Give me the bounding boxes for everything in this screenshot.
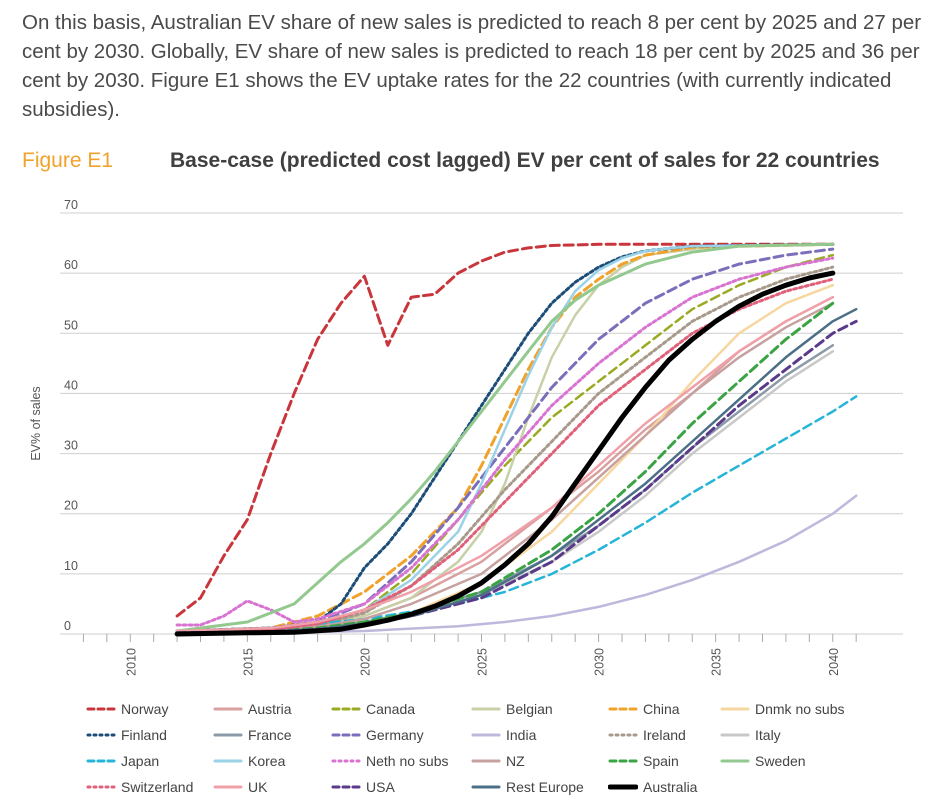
legend-label: Belgian bbox=[506, 701, 553, 717]
legend-item: Neth no subs bbox=[331, 751, 449, 771]
series-line-uk bbox=[175, 295, 835, 633]
legend-swatch bbox=[608, 707, 638, 711]
legend-item: Switzerland bbox=[86, 777, 193, 797]
legend-item: China bbox=[608, 699, 680, 719]
legend-item: Korea bbox=[213, 751, 285, 771]
legend-label: Austria bbox=[248, 701, 292, 717]
legend-swatch bbox=[86, 707, 116, 711]
legend-swatch bbox=[720, 733, 750, 737]
legend-label: Norway bbox=[121, 701, 169, 717]
legend-swatch bbox=[471, 733, 501, 737]
legend-item: Rest Europe bbox=[471, 777, 584, 797]
series-line-neth-no-subs bbox=[175, 256, 835, 627]
y-axis-label: EV% of sales bbox=[29, 386, 43, 460]
series-line-india bbox=[175, 494, 858, 636]
x-tick-label: 2035 bbox=[710, 648, 724, 676]
legend-label: Dnmk no subs bbox=[755, 701, 845, 717]
legend-item: Sweden bbox=[720, 751, 806, 771]
intro-paragraph: On this basis, Australian EV share of ne… bbox=[22, 11, 922, 121]
legend-label: Switzerland bbox=[121, 779, 194, 795]
legend-swatch bbox=[331, 785, 361, 789]
legend-swatch bbox=[471, 707, 501, 711]
legend-item: Australia bbox=[608, 777, 697, 797]
series-line-australia bbox=[174, 270, 836, 637]
chart-title: Base-case (predicted cost lagged) EV per… bbox=[170, 149, 880, 172]
series-line-rest-europe bbox=[175, 307, 858, 635]
y-tick-label: 70 bbox=[64, 198, 78, 212]
legend-swatch bbox=[720, 707, 750, 711]
legend-swatch bbox=[213, 707, 243, 711]
y-tick-label: 0 bbox=[64, 619, 71, 633]
legend-item: UK bbox=[213, 777, 267, 797]
y-tick-label: 40 bbox=[64, 378, 78, 392]
series-line-china bbox=[175, 242, 835, 633]
legend-swatch bbox=[86, 759, 116, 763]
legend-label: India bbox=[506, 727, 537, 743]
legend-item: Belgian bbox=[471, 699, 553, 719]
x-tick-label: 2040 bbox=[827, 648, 841, 676]
legend-item: Austria bbox=[213, 699, 292, 719]
legend-swatch bbox=[86, 733, 116, 737]
legend-swatch bbox=[720, 759, 750, 763]
figure-number: Figure E1 bbox=[22, 149, 114, 172]
legend-item: Spain bbox=[608, 751, 679, 771]
legend-label: Ireland bbox=[643, 727, 686, 743]
legend-swatch bbox=[213, 733, 243, 737]
legend-label: Spain bbox=[643, 753, 679, 769]
legend-item: NZ bbox=[471, 751, 525, 771]
legend-label: Canada bbox=[366, 701, 416, 717]
x-tick-label: 2025 bbox=[476, 648, 490, 676]
series-line-finland bbox=[175, 242, 835, 633]
legend-swatch bbox=[608, 784, 638, 790]
y-tick-label: 60 bbox=[64, 258, 78, 272]
legend-label: Italy bbox=[755, 727, 781, 743]
y-tick-label: 10 bbox=[64, 559, 78, 573]
legend-item: Germany bbox=[331, 725, 424, 745]
legend-swatch bbox=[331, 733, 361, 737]
legend-label: Japan bbox=[121, 753, 160, 769]
legend-item: Italy bbox=[720, 725, 781, 745]
legend-label: Rest Europe bbox=[506, 779, 584, 795]
legend-label: Finland bbox=[121, 727, 167, 743]
legend-swatch bbox=[608, 733, 638, 737]
x-tick-label: 2030 bbox=[593, 648, 607, 676]
legend-swatch bbox=[213, 759, 243, 763]
legend-item: India bbox=[471, 725, 536, 745]
legend-item: Ireland bbox=[608, 725, 686, 745]
legend-label: Neth no subs bbox=[366, 753, 449, 769]
legend-swatch bbox=[608, 759, 638, 763]
legend-item: USA bbox=[331, 777, 395, 797]
legend-item: Japan bbox=[86, 751, 159, 771]
legend-item: Norway bbox=[86, 699, 168, 719]
legend-label: NZ bbox=[506, 753, 525, 769]
y-tick-label: 30 bbox=[64, 439, 78, 453]
legend-swatch bbox=[331, 759, 361, 763]
series-line-norway bbox=[175, 242, 835, 618]
legend-label: France bbox=[248, 727, 292, 743]
y-tick-label: 20 bbox=[64, 499, 78, 513]
legend-label: Korea bbox=[248, 753, 286, 769]
legend-swatch bbox=[213, 785, 243, 789]
legend-label: UK bbox=[248, 779, 268, 795]
legend-label: Germany bbox=[366, 727, 424, 743]
x-tick-label: 2015 bbox=[241, 648, 255, 676]
x-tick-label: 2020 bbox=[358, 648, 372, 676]
legend-label: Australia bbox=[643, 779, 698, 795]
legend-item: France bbox=[213, 725, 292, 745]
legend-label: China bbox=[643, 701, 680, 717]
legend-item: Dnmk no subs bbox=[720, 699, 844, 719]
legend-item: Finland bbox=[86, 725, 167, 745]
legend-swatch bbox=[86, 785, 116, 789]
y-tick-label: 50 bbox=[64, 318, 78, 332]
legend-swatch bbox=[331, 707, 361, 711]
series-line-japan bbox=[175, 395, 858, 633]
legend-item: Canada bbox=[331, 699, 415, 719]
legend-swatch bbox=[471, 759, 501, 763]
x-tick-label: 2010 bbox=[124, 648, 138, 676]
legend-label: USA bbox=[366, 779, 395, 795]
series-line-sweden bbox=[175, 242, 835, 633]
legend-label: Sweden bbox=[755, 753, 806, 769]
legend-swatch bbox=[471, 785, 501, 789]
